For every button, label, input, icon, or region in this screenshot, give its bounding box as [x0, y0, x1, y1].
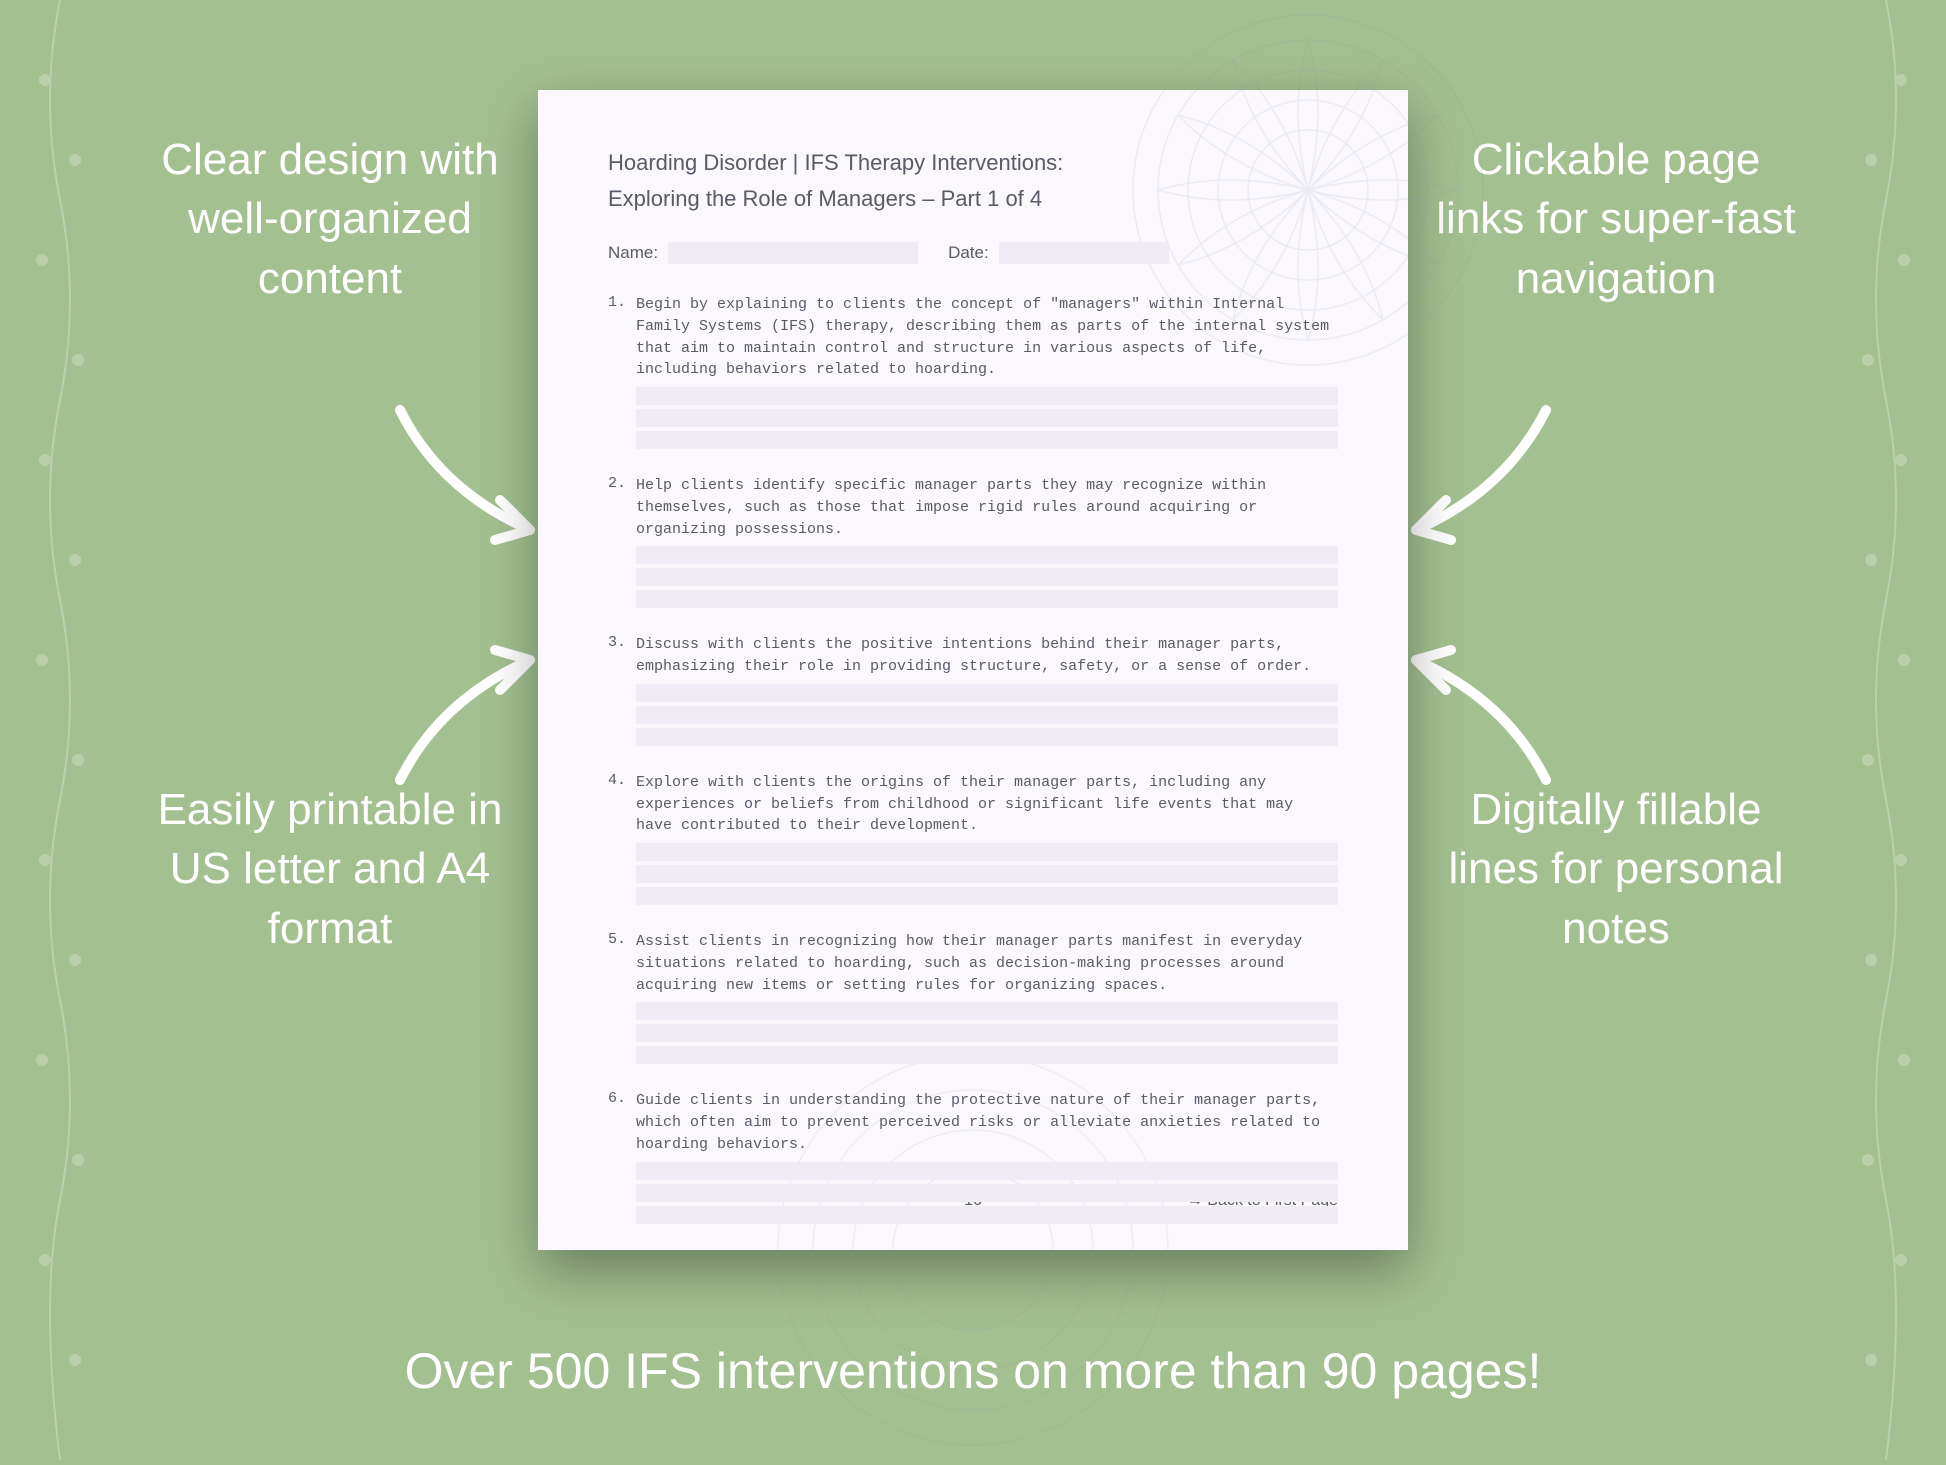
- fillable-line[interactable]: [636, 1046, 1338, 1064]
- list-item: 5.Assist clients in recognizing how thei…: [608, 931, 1338, 1068]
- list-item: 2.Help clients identify specific manager…: [608, 475, 1338, 612]
- callout-top-right: Clickable page links for super-fast navi…: [1436, 130, 1796, 308]
- fillable-line[interactable]: [636, 706, 1338, 724]
- document-title-line1: Hoarding Disorder | IFS Therapy Interven…: [608, 150, 1338, 176]
- name-date-row: Name: Date:: [608, 242, 1338, 264]
- callout-top-left: Clear design with well-organized content: [150, 130, 510, 308]
- arrow-top-left-icon: [380, 390, 560, 570]
- arrow-bottom-right-icon: [1386, 620, 1566, 800]
- item-number: 6.: [608, 1090, 636, 1227]
- fillable-line[interactable]: [636, 568, 1338, 586]
- fillable-line[interactable]: [636, 843, 1338, 861]
- item-text: Guide clients in understanding the prote…: [636, 1090, 1338, 1155]
- item-text: Discuss with clients the positive intent…: [636, 634, 1338, 678]
- fillable-line[interactable]: [636, 865, 1338, 883]
- item-number: 2.: [608, 475, 636, 612]
- arrow-top-right-icon: [1386, 390, 1566, 570]
- list-item: 6.Guide clients in understanding the pro…: [608, 1090, 1338, 1227]
- item-number: 1.: [608, 294, 636, 453]
- date-label: Date:: [948, 243, 989, 263]
- callout-bottom-left: Easily printable in US letter and A4 for…: [150, 780, 510, 958]
- fillable-line[interactable]: [636, 590, 1338, 608]
- item-text: Explore with clients the origins of thei…: [636, 772, 1338, 837]
- vine-border-left: [0, 0, 120, 1460]
- item-text: Help clients identify specific manager p…: [636, 475, 1338, 540]
- item-number: 3.: [608, 634, 636, 750]
- item-text: Begin by explaining to clients the conce…: [636, 294, 1338, 381]
- fillable-line[interactable]: [636, 1002, 1338, 1020]
- fillable-line[interactable]: [636, 1184, 1338, 1202]
- list-item: 1.Begin by explaining to clients the con…: [608, 294, 1338, 453]
- fillable-line[interactable]: [636, 1206, 1338, 1224]
- bottom-banner-text: Over 500 IFS interventions on more than …: [0, 1342, 1946, 1400]
- fillable-line[interactable]: [636, 1162, 1338, 1180]
- fillable-line[interactable]: [636, 409, 1338, 427]
- date-input[interactable]: [999, 242, 1169, 264]
- callout-bottom-right: Digitally fillable lines for personal no…: [1436, 780, 1796, 958]
- arrow-bottom-left-icon: [380, 620, 560, 800]
- fillable-line[interactable]: [636, 887, 1338, 905]
- name-label: Name:: [608, 243, 658, 263]
- item-number: 5.: [608, 931, 636, 1068]
- fillable-line[interactable]: [636, 431, 1338, 449]
- list-item: 3.Discuss with clients the positive inte…: [608, 634, 1338, 750]
- fillable-line[interactable]: [636, 387, 1338, 405]
- item-number: 4.: [608, 772, 636, 909]
- fillable-line[interactable]: [636, 684, 1338, 702]
- document-title-line2: Exploring the Role of Managers – Part 1 …: [608, 186, 1338, 212]
- fillable-line[interactable]: [636, 728, 1338, 746]
- name-input[interactable]: [668, 242, 918, 264]
- fillable-line[interactable]: [636, 546, 1338, 564]
- document-page: Hoarding Disorder | IFS Therapy Interven…: [538, 90, 1408, 1250]
- list-item: 4.Explore with clients the origins of th…: [608, 772, 1338, 909]
- item-text: Assist clients in recognizing how their …: [636, 931, 1338, 996]
- fillable-line[interactable]: [636, 1024, 1338, 1042]
- vine-border-right: [1826, 0, 1946, 1460]
